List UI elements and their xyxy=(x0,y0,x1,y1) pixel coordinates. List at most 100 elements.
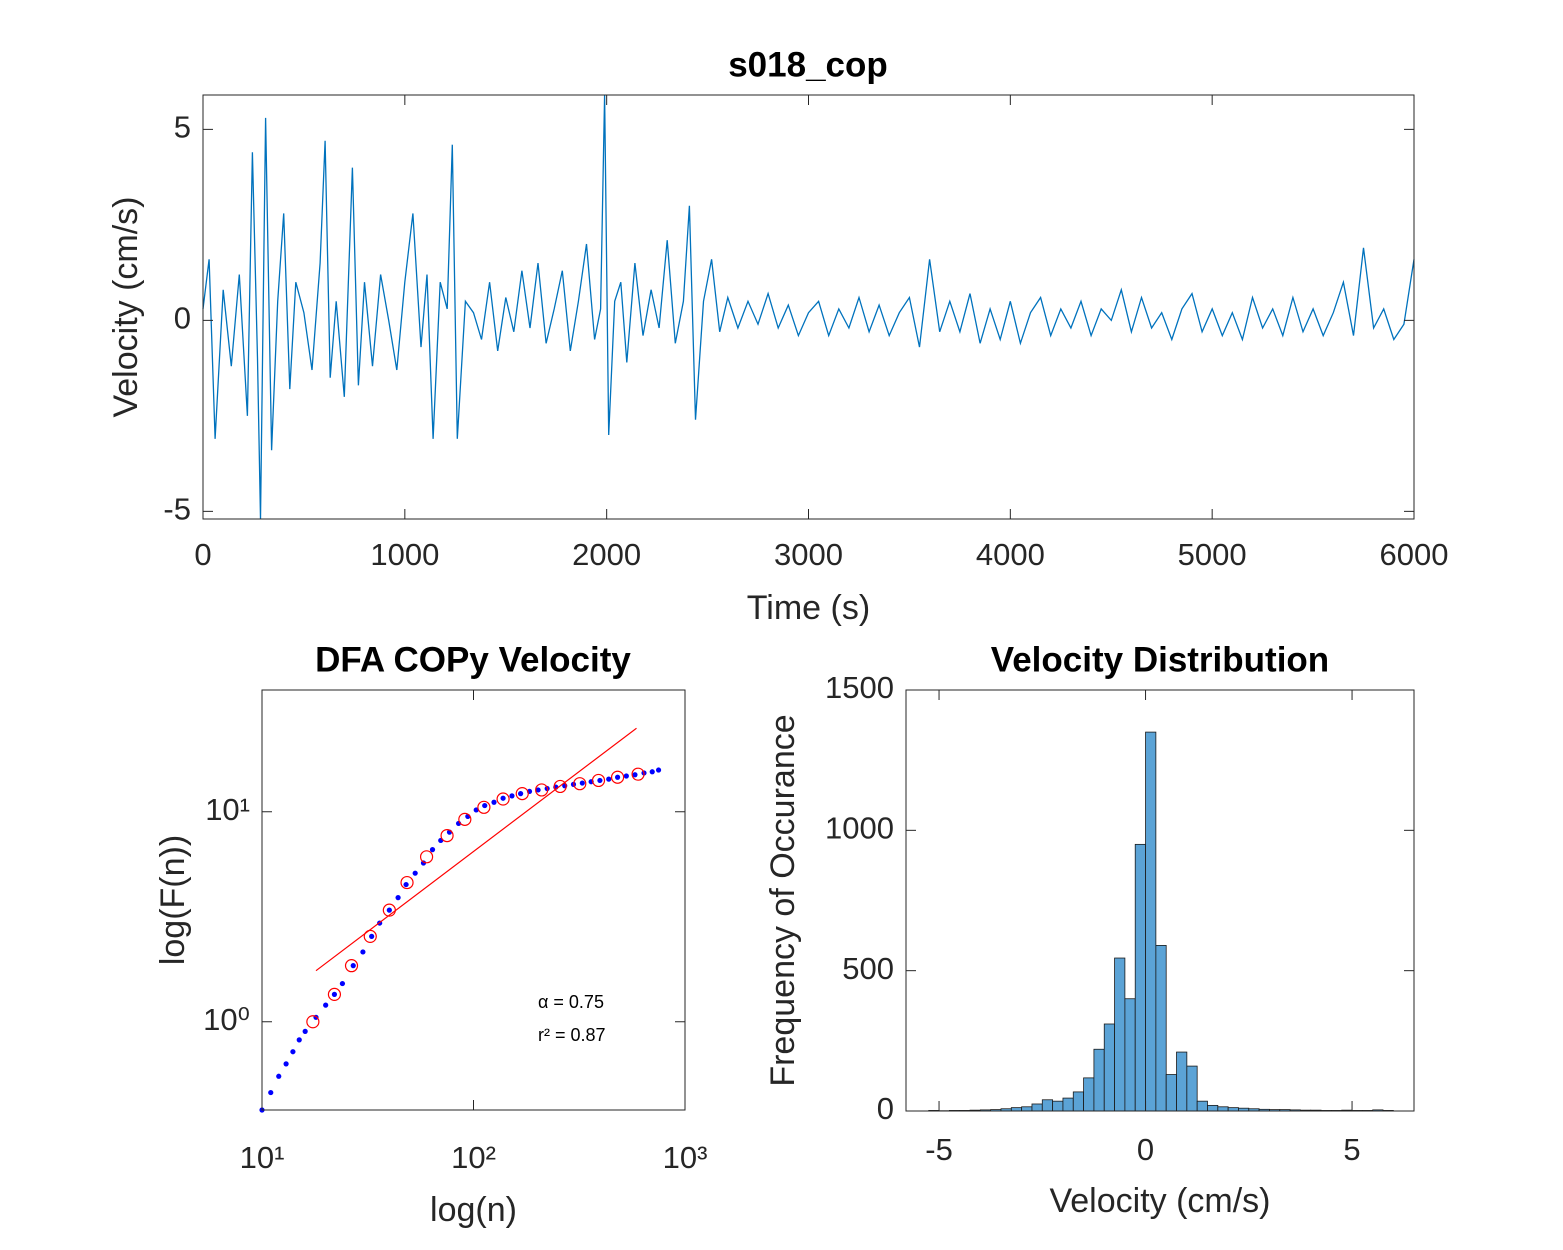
fit-point xyxy=(419,850,434,864)
dfa-point xyxy=(623,773,629,779)
y-tick-label: 10¹ xyxy=(205,792,250,827)
fit-point xyxy=(573,777,587,791)
x-axis-label: log(n) xyxy=(430,1191,517,1229)
fit-point xyxy=(610,770,625,784)
chart-title: s018_cop xyxy=(728,45,888,84)
velocity-line xyxy=(202,94,1415,520)
x-axis-label: Time (s) xyxy=(747,589,870,627)
x-tick-label: -5 xyxy=(925,1132,953,1167)
hist-bar xyxy=(1041,1099,1054,1112)
annotation: r² = 0.87 xyxy=(538,1025,606,1045)
hist-bar xyxy=(1186,1065,1198,1112)
fit-point xyxy=(535,783,549,797)
dfa-point xyxy=(412,870,418,876)
dfa-point xyxy=(386,907,392,913)
dfa-point xyxy=(276,1073,282,1079)
hist-bar xyxy=(1021,1106,1033,1112)
plot-area xyxy=(203,95,1414,519)
x-tick-label: 10³ xyxy=(663,1140,708,1175)
x-tick-label: 1000 xyxy=(370,537,439,572)
fit-point xyxy=(306,1015,320,1029)
dfa-point xyxy=(283,1061,289,1067)
dfa-point xyxy=(429,847,436,853)
x-tick-label: 6000 xyxy=(1380,537,1449,572)
hist-bar xyxy=(1227,1107,1239,1112)
dfa-point xyxy=(339,980,346,987)
dfa-point xyxy=(482,802,488,809)
fit-point xyxy=(458,812,472,826)
hist-bar xyxy=(1010,1107,1023,1112)
hist-bar xyxy=(1124,998,1136,1112)
dfa-point xyxy=(323,1002,329,1008)
fit-point xyxy=(400,875,414,890)
fit-point xyxy=(344,959,359,973)
dfa-point xyxy=(614,774,621,780)
y-axis-label: Frequency of Occurance xyxy=(764,714,802,1086)
dfa-point xyxy=(350,963,356,969)
fit-point xyxy=(477,800,491,814)
fit-point xyxy=(591,773,606,788)
x-axis-label: Velocity (cm/s) xyxy=(1049,1182,1270,1220)
y-axis-label: log(F(n)) xyxy=(154,835,192,965)
hist-bar xyxy=(1196,1100,1208,1112)
y-axis-label: Velocity (cm/s) xyxy=(107,196,145,417)
dfa-point xyxy=(632,772,638,778)
hist-bar xyxy=(1031,1103,1043,1112)
dfa-point xyxy=(655,767,662,773)
dfa-point xyxy=(403,881,409,888)
dfa-point xyxy=(535,787,541,793)
y-tick-label: 0 xyxy=(174,301,191,336)
dfa-point xyxy=(606,776,612,782)
hist-bar xyxy=(1145,731,1157,1112)
y-tick-label: 1000 xyxy=(825,811,894,846)
fit-point xyxy=(631,767,645,781)
x-tick-label: 5 xyxy=(1343,1132,1360,1167)
plot-area xyxy=(262,690,685,1110)
hist-bar xyxy=(1155,945,1167,1112)
annotation: α = 0.75 xyxy=(538,992,604,1012)
dfa-point xyxy=(597,777,603,784)
x-tick-label: 5000 xyxy=(1178,537,1247,572)
dfa-point xyxy=(649,769,655,775)
dfa-point xyxy=(302,1028,308,1034)
x-tick-label: 0 xyxy=(194,537,211,572)
hist-bar xyxy=(1176,1051,1188,1112)
x-tick-label: 4000 xyxy=(976,537,1045,572)
hist-bar xyxy=(1114,957,1126,1112)
dfa-point xyxy=(360,949,366,955)
dfa-point xyxy=(369,933,375,939)
fit-point xyxy=(553,779,567,794)
x-tick-label: 10² xyxy=(451,1140,496,1175)
dfa-point xyxy=(509,793,515,799)
hist-bar xyxy=(1165,1074,1177,1112)
fit-point xyxy=(440,828,454,843)
fit-line xyxy=(315,727,637,972)
chart-title: Velocity Distribution xyxy=(991,640,1329,679)
dfa-point xyxy=(579,780,585,786)
y-tick-label: 10⁰ xyxy=(203,1002,250,1037)
hist-bar xyxy=(1217,1106,1229,1112)
fit-point xyxy=(496,792,510,806)
y-tick-label: -5 xyxy=(163,492,191,527)
hist-bar xyxy=(1083,1077,1095,1112)
dfa-point xyxy=(331,991,338,997)
x-tick-label: 2000 xyxy=(572,537,641,572)
dfa-point xyxy=(491,799,497,805)
y-tick-label: 500 xyxy=(842,951,894,986)
fit-point xyxy=(515,787,529,801)
hist-bar xyxy=(1062,1097,1074,1112)
dfa-point xyxy=(296,1037,302,1043)
hist-bar xyxy=(1052,1100,1064,1112)
axes-box xyxy=(905,689,1415,1112)
fit-point xyxy=(327,987,342,1001)
hist-bar xyxy=(1072,1091,1084,1112)
dfa-point xyxy=(395,895,401,901)
dfa-point xyxy=(290,1049,296,1055)
hist-bar xyxy=(1093,1048,1105,1112)
chart-title: DFA COPy Velocity xyxy=(315,640,631,679)
dfa-point xyxy=(268,1089,274,1096)
x-tick-label: 3000 xyxy=(774,537,843,572)
y-tick-label: 0 xyxy=(877,1091,894,1126)
hist-bar xyxy=(1103,1023,1115,1112)
